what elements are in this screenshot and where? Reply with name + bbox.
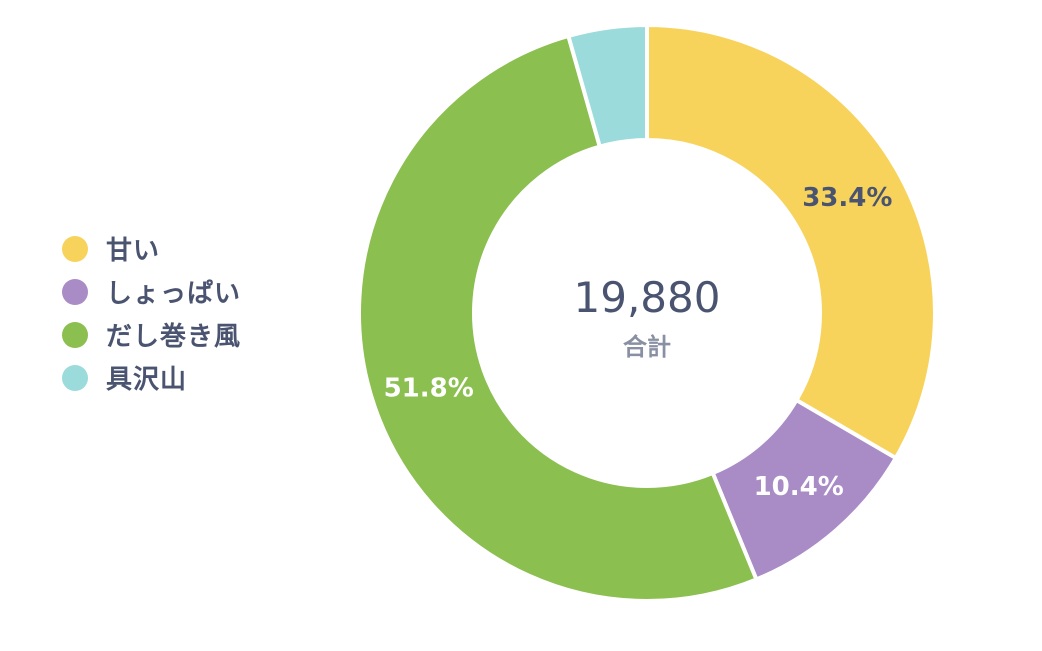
legend-item-salty[interactable]: しょっぱい: [62, 275, 242, 309]
slice-many-ingredients[interactable]: [566, 23, 649, 149]
slice-data-label: 33.4%: [802, 183, 892, 213]
slice-data-label: 51.8%: [384, 374, 474, 404]
legend-label: 甘い: [106, 236, 161, 266]
chart-legend: 甘い しょっぱい だし巻き風 具沢山: [62, 232, 242, 395]
legend-swatch: [62, 364, 88, 391]
center-caption: 合計: [623, 333, 671, 361]
slice-labels: 33.4% 10.4% 51.8%: [384, 183, 893, 502]
legend-item-sweet[interactable]: 甘い: [62, 232, 241, 266]
legend-swatch: [62, 321, 88, 348]
legend-swatch: [62, 278, 88, 305]
legend-label: だし巻き風: [106, 322, 242, 352]
legend-item-dashimaki[interactable]: だし巻き風: [62, 318, 242, 352]
slice-data-label: 10.4%: [754, 472, 844, 502]
legend-item-many-ingredients[interactable]: 具沢山: [62, 361, 241, 395]
donut-slices: [357, 23, 937, 604]
legend-swatch: [62, 235, 88, 262]
center-total: 19,880: [574, 273, 721, 322]
legend-label: しょっぱい: [106, 279, 242, 309]
slice-sweet[interactable]: [645, 23, 937, 461]
legend-label: 具沢山: [106, 365, 188, 395]
slice-dashimaki[interactable]: [357, 33, 759, 604]
